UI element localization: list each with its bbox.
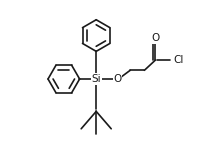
Text: Si: Si [91, 74, 101, 84]
Text: O: O [113, 74, 122, 84]
Text: Cl: Cl [174, 55, 184, 65]
Text: O: O [151, 33, 159, 43]
